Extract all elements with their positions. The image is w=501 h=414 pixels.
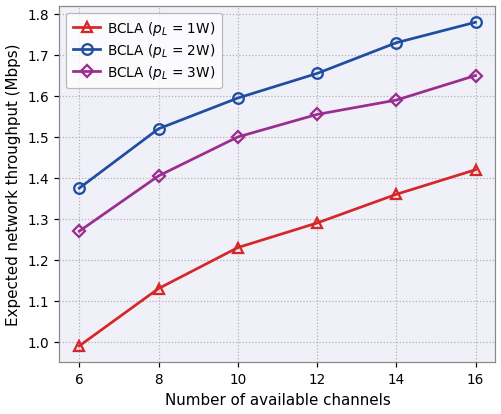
BCLA ($p_L$ = 3W) [393,98,399,103]
BCLA ($p_L$ = 3W) [234,135,240,140]
Y-axis label: Expected network throughput (Mbps): Expected network throughput (Mbps) [6,43,21,325]
BCLA ($p_L$ = 1W) [76,344,82,349]
BCLA ($p_L$ = 2W) [314,71,320,76]
BCLA ($p_L$ = 1W) [234,245,240,250]
BCLA ($p_L$ = 3W) [155,173,161,178]
Line: BCLA ($p_L$ = 2W): BCLA ($p_L$ = 2W) [74,17,480,194]
BCLA ($p_L$ = 3W) [76,229,82,234]
BCLA ($p_L$ = 3W) [314,112,320,117]
BCLA ($p_L$ = 3W) [472,73,478,78]
BCLA ($p_L$ = 2W) [155,126,161,131]
Line: BCLA ($p_L$ = 1W): BCLA ($p_L$ = 1W) [74,165,480,351]
BCLA ($p_L$ = 2W) [393,41,399,46]
BCLA ($p_L$ = 2W) [76,186,82,191]
BCLA ($p_L$ = 2W) [234,96,240,101]
BCLA ($p_L$ = 1W) [314,221,320,226]
BCLA ($p_L$ = 1W) [472,167,478,172]
X-axis label: Number of available channels: Number of available channels [164,393,390,408]
Line: BCLA ($p_L$ = 3W): BCLA ($p_L$ = 3W) [75,71,479,236]
BCLA ($p_L$ = 1W) [155,286,161,291]
Legend: BCLA ($p_L$ = 1W), BCLA ($p_L$ = 2W), BCLA ($p_L$ = 3W): BCLA ($p_L$ = 1W), BCLA ($p_L$ = 2W), BC… [66,13,222,89]
BCLA ($p_L$ = 1W) [393,192,399,197]
BCLA ($p_L$ = 2W) [472,20,478,25]
